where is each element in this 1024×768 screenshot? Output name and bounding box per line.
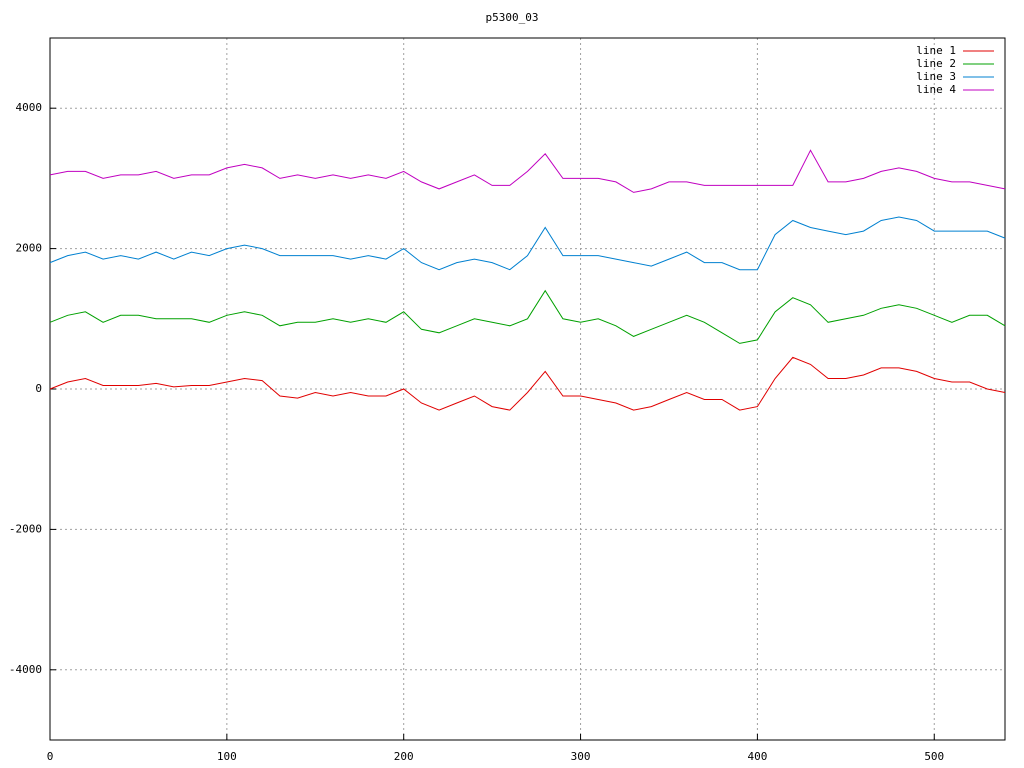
x-tick-label: 100 [217,750,237,763]
chart-title: p5300_03 [486,11,539,24]
y-tick-label: 4000 [16,101,43,114]
data-line [49,289,1006,344]
legend-label: line 2 [916,57,956,70]
legend-label: line 3 [916,70,956,83]
data-line [49,149,1006,193]
x-tick-label: 0 [47,750,54,763]
y-tick-label: 2000 [16,242,43,255]
x-tick-label: 400 [747,750,767,763]
data-line [49,356,1006,411]
legend-label: line 4 [916,83,956,96]
x-tick-label: 500 [924,750,944,763]
data-line [49,216,1006,271]
y-tick-label: -2000 [9,522,42,535]
x-tick-label: 200 [394,750,414,763]
legend-label: line 1 [916,44,956,57]
y-tick-label: -4000 [9,663,42,676]
y-tick-label: 0 [35,382,42,395]
x-tick-label: 300 [571,750,591,763]
